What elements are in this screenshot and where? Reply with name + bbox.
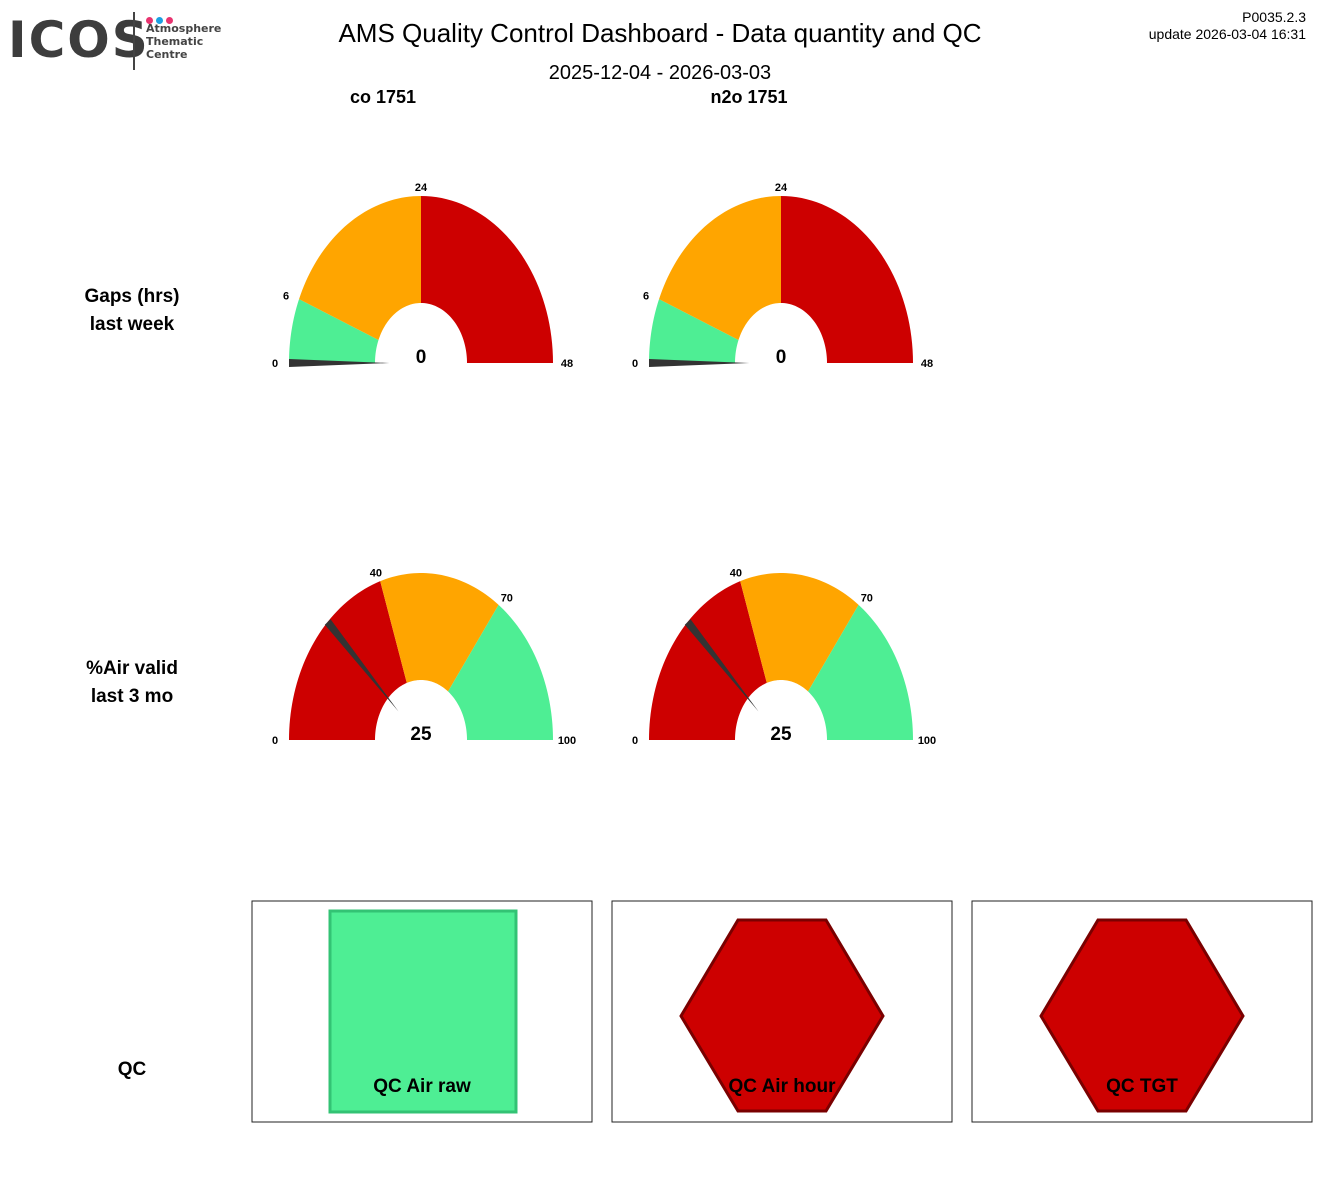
gauge-tick-label: 6 [283, 291, 289, 303]
gauge-tick-label: 0 [632, 358, 638, 370]
icos-logo: ICOS [8, 11, 150, 69]
row-label-air: %Air valid last 3 mo [86, 658, 178, 707]
gauge-value: 25 [410, 724, 432, 745]
gauge-band-green [808, 604, 913, 740]
gauge-band-green [289, 299, 379, 363]
gauge-band-red [649, 581, 767, 740]
gauge-tick-label: 48 [921, 358, 933, 370]
qc-panel-2: QC TGT [971, 900, 1313, 1123]
gauge-needle [684, 619, 759, 712]
qc-panel-0: QC Air raw [251, 900, 593, 1123]
gauge-needle [324, 619, 399, 712]
update-time: update 2026-03-04 16:31 [1148, 26, 1306, 42]
gauge-tick-label: 48 [561, 358, 573, 370]
gauge-band-orange [659, 196, 781, 341]
row-label-qc: QC [117, 1059, 147, 1080]
gauge-tick-label: 24 [415, 182, 428, 194]
gauge-air-1: 0 40 70 100 25 [632, 568, 936, 747]
gauge-value: 0 [776, 347, 787, 368]
logo-subtitle: Atmosphere Thematic Centre [146, 22, 222, 61]
gauge-tick-label: 100 [558, 735, 576, 747]
date-range: 2025-12-04 - 2026-03-03 [548, 62, 772, 84]
version: P0035.2.3 [1242, 9, 1306, 25]
gauge-tick-label: 6 [643, 291, 649, 303]
row-label-gaps: Gaps (hrs) last week [84, 286, 180, 335]
gauge-tick-label: 40 [730, 568, 742, 580]
gauge-needle [289, 359, 390, 367]
gauge-band-green [448, 604, 553, 740]
gauge-tick-label: 100 [918, 735, 936, 747]
qc-status-square [328, 909, 518, 1114]
gauge-tick-label: 0 [632, 735, 638, 747]
gauge-tick-label: 40 [370, 568, 382, 580]
qc-status-hexagon [1039, 918, 1245, 1113]
gauge-band-orange [740, 573, 859, 692]
gauge-tick-label: 70 [861, 593, 873, 605]
qc-label: QC Air raw [373, 1076, 471, 1097]
gauge-band-red [421, 196, 553, 363]
gauge-band-red [781, 196, 913, 363]
gauge-gaps-0: 0 6 24 48 0 [272, 182, 573, 370]
gauge-band-red [289, 581, 407, 740]
gauge-tick-label: 24 [775, 182, 788, 194]
gauge-band-orange [299, 196, 421, 341]
logo-divider [133, 12, 135, 70]
qc-label: QC Air hour [729, 1076, 837, 1097]
qc-label: QC TGT [1106, 1076, 1178, 1097]
gauge-band-orange [380, 573, 499, 692]
gauge-needle [649, 359, 750, 367]
qc-status-hexagon [679, 918, 885, 1113]
version-info: P0035.2.3 update 2026-03-04 16:31 [1149, 9, 1306, 43]
gauge-air-0: 0 40 70 100 25 [272, 568, 576, 747]
column-header-co: co 1751 [349, 87, 417, 107]
column-header-n2o: n2o 1751 [710, 87, 788, 107]
gauge-tick-label: 0 [272, 358, 278, 370]
logo-dots [146, 11, 176, 29]
gauge-tick-label: 70 [501, 593, 513, 605]
page-title: AMS Quality Control Dashboard - Data qua… [338, 18, 982, 48]
gauge-value: 0 [416, 347, 427, 368]
gauge-gaps-1: 0 6 24 48 0 [632, 182, 933, 370]
gauge-tick-label: 0 [272, 735, 278, 747]
gauge-band-green [649, 299, 739, 363]
gauge-value: 25 [770, 724, 792, 745]
qc-panel-1: QC Air hour [611, 900, 953, 1123]
